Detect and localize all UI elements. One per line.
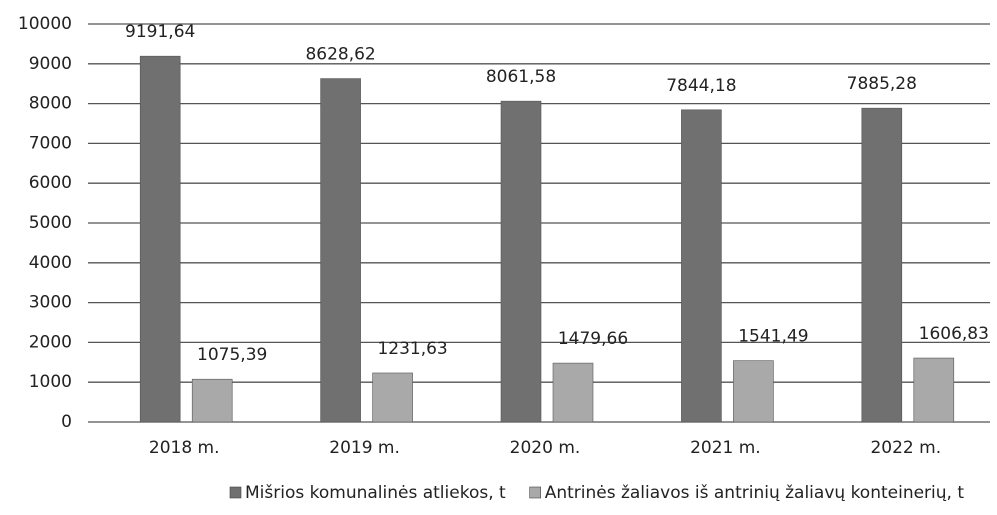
bar — [681, 109, 722, 423]
data-label: 8628,62 — [305, 45, 375, 65]
x-tick-label: 2021 m. — [690, 438, 761, 458]
data-label: 7885,28 — [847, 74, 917, 94]
y-tick-label: 4000 — [29, 253, 72, 273]
data-label: 7844,18 — [666, 76, 736, 96]
bar — [500, 100, 542, 423]
bar — [552, 362, 594, 423]
bar — [139, 55, 181, 423]
y-tick-label: 9000 — [29, 54, 72, 74]
bar — [191, 378, 233, 423]
y-tick-label: 10000 — [18, 14, 72, 34]
data-label: 1541,49 — [738, 327, 808, 347]
bar — [372, 372, 413, 423]
y-tick-label: 7000 — [29, 133, 72, 153]
data-label: 1479,66 — [558, 329, 628, 349]
bar — [320, 78, 361, 423]
x-tick-label: 2019 m. — [329, 438, 400, 458]
legend-swatch — [229, 486, 242, 499]
legend-label: Antrinės žaliavos iš antrinių žaliavų ko… — [545, 483, 965, 503]
data-label: 1231,63 — [377, 339, 447, 359]
bar — [913, 357, 955, 423]
y-tick-label: 1000 — [29, 372, 72, 392]
legend-label: Mišrios komunalinės atliekos, t — [245, 483, 506, 503]
y-tick-label: 6000 — [29, 173, 72, 193]
y-tick-label: 8000 — [29, 94, 72, 114]
y-tick-label: 0 — [61, 412, 72, 432]
y-tick-label: 5000 — [29, 213, 72, 233]
y-tick-label: 2000 — [29, 332, 72, 352]
x-tick-label: 2022 m. — [870, 438, 941, 458]
data-label: 1075,39 — [197, 345, 267, 365]
data-label: 8061,58 — [486, 67, 556, 87]
bar — [733, 360, 774, 423]
x-tick-label: 2018 m. — [149, 438, 220, 458]
y-tick-label: 3000 — [29, 293, 72, 313]
data-label: 9191,64 — [125, 22, 195, 42]
bar — [861, 107, 903, 423]
legend-swatch — [529, 486, 541, 499]
data-label: 1606,83 — [919, 324, 989, 344]
x-tick-label: 2020 m. — [510, 438, 581, 458]
